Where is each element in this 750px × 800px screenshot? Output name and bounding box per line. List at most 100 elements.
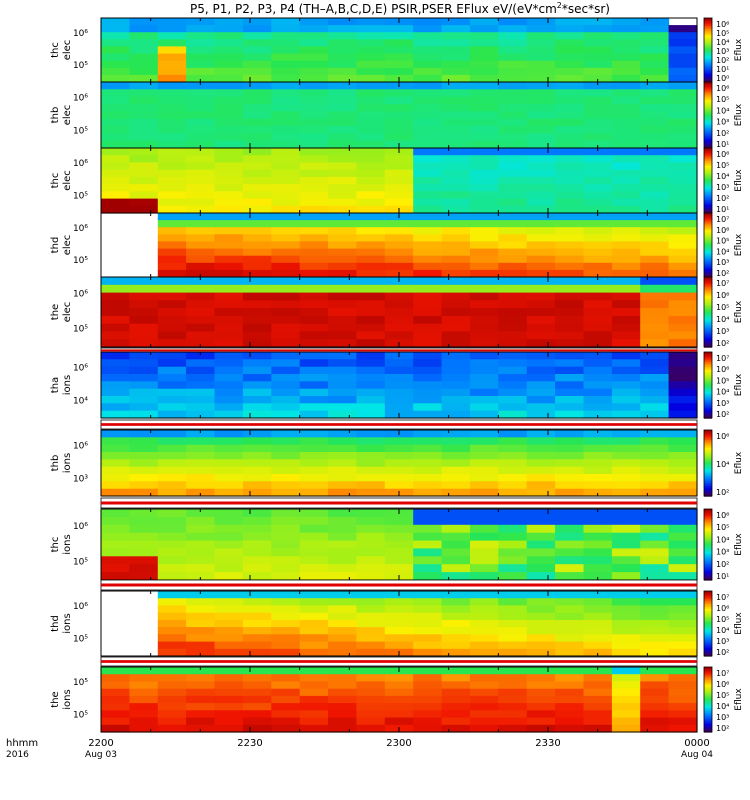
spectrogram-cell <box>129 688 159 697</box>
spectrogram-cell <box>328 396 357 404</box>
spectrogram-cell <box>356 717 386 726</box>
colorbar-cell <box>704 169 712 172</box>
spectrogram-cell <box>526 474 556 482</box>
spectrogram-cell <box>611 605 641 614</box>
spectrogram-cell <box>356 703 386 711</box>
spectrogram-cell <box>157 374 187 382</box>
spectrogram-cell <box>356 89 386 98</box>
colorbar-cell <box>704 289 712 292</box>
spectrogram-cell <box>413 176 443 185</box>
spectrogram-cell <box>271 339 301 348</box>
colorbar-9 <box>704 591 712 657</box>
spectrogram-cell <box>129 140 159 149</box>
y-tick-label: 10⁵ <box>73 711 88 721</box>
spectrogram-cell <box>555 612 585 621</box>
colorbar-cell <box>704 631 712 634</box>
spectrogram-cell <box>413 339 443 348</box>
spectrogram-cell <box>214 352 244 360</box>
spectrogram-cell <box>214 724 244 733</box>
spectrogram-cell <box>640 674 670 682</box>
spectrogram-cell <box>186 148 216 156</box>
spectrogram-cell <box>441 74 471 83</box>
spectrogram-cell <box>413 410 443 419</box>
spectrogram-cell <box>299 564 329 573</box>
colorbar-cell <box>704 204 712 208</box>
spectrogram-cell <box>157 430 187 438</box>
spectrogram-cell <box>328 169 357 178</box>
spectrogram-cell <box>356 674 386 682</box>
spectrogram-cell <box>555 277 585 286</box>
spectrogram-cell <box>214 308 244 317</box>
spectrogram-cell <box>384 444 414 453</box>
spectrogram-cell <box>555 162 585 171</box>
spectrogram-cell <box>101 430 130 438</box>
spectrogram-cell <box>299 53 329 62</box>
spectrogram-cell <box>186 205 216 214</box>
spectrogram-cell <box>668 53 698 62</box>
spectrogram-cell <box>356 18 386 26</box>
spectrogram-cell <box>271 111 301 120</box>
spectrogram-cell <box>668 255 698 264</box>
spectrogram-cell <box>101 688 130 697</box>
colorbar-cell <box>704 253 712 256</box>
spectrogram-cell <box>328 284 357 294</box>
spectrogram-cell <box>470 308 499 317</box>
spectrogram-cell <box>413 374 443 382</box>
colorbar-cell <box>704 273 712 276</box>
colorbar-cell <box>704 193 712 196</box>
spectrogram-cell <box>384 532 414 542</box>
spectrogram-cell <box>299 430 329 438</box>
spectrogram-cell <box>129 366 159 375</box>
spectrogram-cell <box>214 591 244 599</box>
spectrogram-cell <box>611 220 641 228</box>
spectrogram-cell <box>470 717 499 726</box>
colorbar-cell <box>704 98 712 101</box>
colorbar-8 <box>704 509 712 581</box>
spectrogram-cell <box>101 667 130 675</box>
colorbar-cell <box>704 673 712 676</box>
spectrogram-cell <box>129 481 159 490</box>
spectrogram-cell <box>328 352 357 360</box>
colorbar-cell <box>704 152 712 156</box>
spectrogram-cell <box>356 695 386 704</box>
spectrogram-cell <box>640 184 670 192</box>
spectrogram-cell <box>526 191 556 200</box>
spectrogram-cell <box>555 444 585 453</box>
colorbar-cell <box>704 61 712 64</box>
spectrogram-cell <box>271 169 301 178</box>
spectrogram-cell <box>640 155 670 163</box>
spectrogram-cell <box>186 474 216 482</box>
spectrogram-cell <box>157 118 187 127</box>
spectrogram-cell <box>498 133 528 142</box>
colorbar-cell <box>704 93 712 96</box>
spectrogram-cell <box>555 46 585 55</box>
spectrogram-cell <box>470 96 499 105</box>
panel-species-label: ions <box>62 453 73 473</box>
colorbar-label: Eflux <box>734 169 744 192</box>
spectrogram-cell <box>214 176 244 185</box>
spectrogram-cell <box>356 430 386 438</box>
spectrogram-cell <box>583 118 613 127</box>
spectrogram-cell <box>242 39 272 47</box>
colorbar-cell <box>704 208 712 211</box>
colorbar-cell <box>704 251 712 254</box>
spectrogram-cell <box>328 339 357 348</box>
spectrogram-cell <box>328 703 357 711</box>
spectrogram-cell <box>668 111 698 120</box>
colorbar-cell <box>704 310 712 313</box>
spectrogram-cell <box>299 67 329 76</box>
spectrogram-cell <box>555 300 585 309</box>
spectrogram-cell <box>555 648 585 657</box>
spectrogram-cell <box>668 688 698 697</box>
spectrogram-cell <box>214 388 244 397</box>
spectrogram-cell <box>129 46 159 55</box>
spectrogram-cell <box>583 133 613 142</box>
spectrogram-cell <box>611 695 641 704</box>
colorbar-frame <box>703 276 713 348</box>
spectrogram-cell <box>271 359 301 368</box>
spectrogram-cell <box>441 667 471 675</box>
spectrogram-cell <box>157 724 187 733</box>
spectrogram-cell <box>299 605 329 614</box>
spectrogram-cell <box>271 466 301 475</box>
colorbar-cell <box>704 641 712 644</box>
